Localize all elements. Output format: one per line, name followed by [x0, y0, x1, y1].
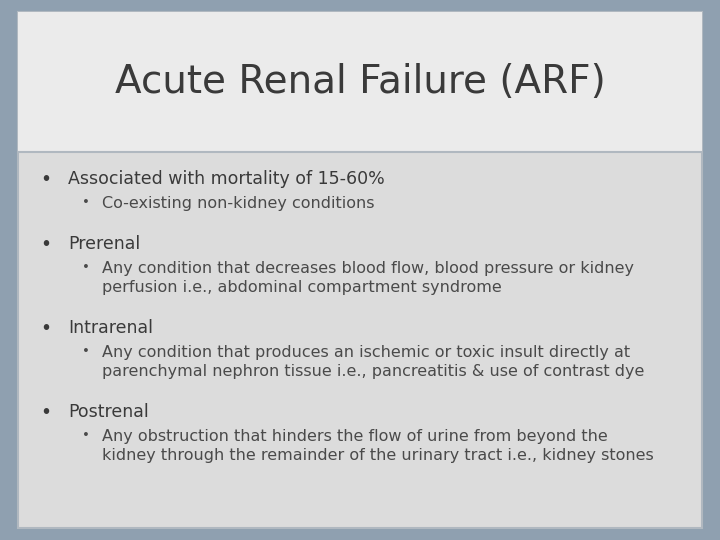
Bar [18, 12, 702, 152]
Text: Any condition that decreases blood flow, blood pressure or kidney: Any condition that decreases blood flow,… [102, 261, 634, 276]
Text: Intrarenal: Intrarenal [68, 319, 153, 337]
Text: Acute Renal Failure (ARF): Acute Renal Failure (ARF) [114, 63, 606, 101]
Text: Postrenal: Postrenal [68, 403, 149, 421]
Text: •: • [82, 429, 90, 442]
Text: parenchymal nephron tissue i.e., pancreatitis & use of contrast dye: parenchymal nephron tissue i.e., pancrea… [102, 364, 644, 379]
Text: Prerenal: Prerenal [68, 235, 140, 253]
Text: •: • [40, 403, 52, 422]
Text: Any obstruction that hinders the flow of urine from beyond the: Any obstruction that hinders the flow of… [102, 429, 608, 444]
Text: Associated with mortality of 15-60%: Associated with mortality of 15-60% [68, 170, 384, 188]
Text: •: • [40, 170, 52, 189]
Text: Any condition that produces an ischemic or toxic insult directly at: Any condition that produces an ischemic … [102, 345, 630, 360]
Text: •: • [82, 345, 90, 358]
Text: •: • [40, 235, 52, 254]
Text: perfusion i.e., abdominal compartment syndrome: perfusion i.e., abdominal compartment sy… [102, 280, 502, 295]
Text: •: • [82, 261, 90, 274]
Text: •: • [82, 196, 90, 209]
Text: Co-existing non-kidney conditions: Co-existing non-kidney conditions [102, 196, 374, 211]
Text: kidney through the remainder of the urinary tract i.e., kidney stones: kidney through the remainder of the urin… [102, 448, 654, 463]
Text: •: • [40, 319, 52, 338]
